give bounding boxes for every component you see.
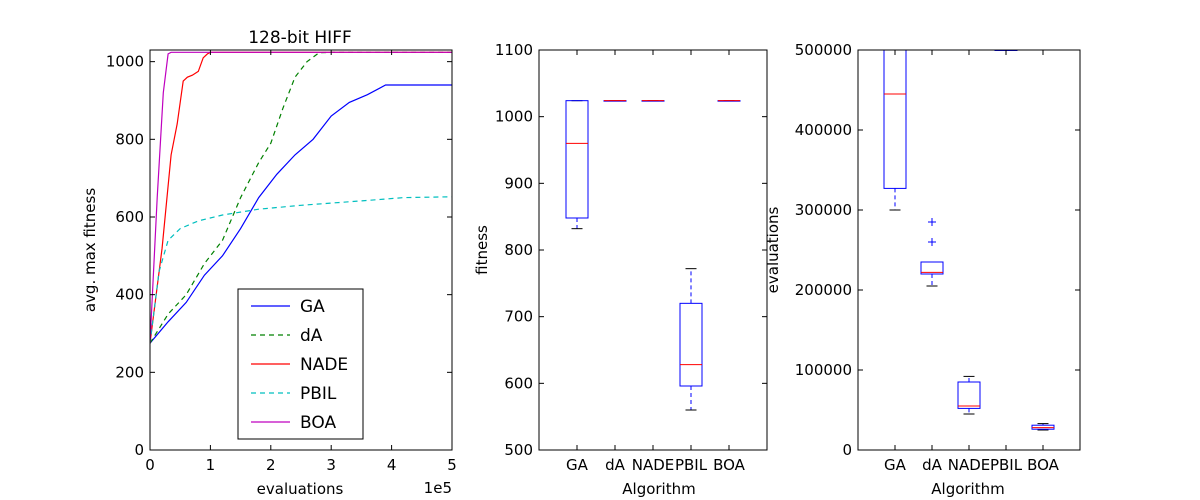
legend: GA dA NADE PBIL BOA (237, 288, 364, 440)
box-da (603, 100, 627, 102)
x-tick-label: 5 (447, 456, 457, 474)
y-tick-label: 1100 (495, 41, 533, 59)
series-line-pbil (150, 196, 452, 344)
legend-label-boa: BOA (300, 413, 336, 433)
evaluations-boxplot-panel: Algorithm evaluations GA dA NADE PBIL BOA 0 10… (764, 41, 1081, 498)
flier-marker (928, 238, 936, 246)
x-tick-label: dA (605, 456, 626, 474)
legend-label-da: dA (300, 326, 323, 346)
series-line-nade (150, 51, 452, 344)
box-body (957, 381, 981, 409)
series-line-boa (150, 51, 452, 344)
x-tick-label: BOA (1027, 456, 1060, 474)
x-tick-label: dA (922, 456, 943, 474)
x-tick-label: 1 (206, 456, 216, 474)
flier-marker (928, 218, 936, 226)
y-tick-label: 500000 (795, 41, 852, 59)
x-tick-label: NADE (632, 456, 675, 474)
legend-label-nade: NADE (300, 355, 348, 375)
y-axis-label: fitness (473, 225, 491, 275)
series-line-da (150, 51, 452, 344)
box-boa (717, 100, 741, 102)
y-tick-label: 400 (115, 286, 144, 304)
y-tick-label: 200 (115, 363, 144, 381)
box-body (920, 261, 944, 275)
x-axis-label: evaluations (257, 480, 344, 498)
series-line-ga (150, 84, 452, 344)
x-tick-label: PBIL (675, 456, 708, 474)
y-tick-label: 0 (134, 441, 144, 459)
box-nade (641, 100, 665, 102)
box-da (920, 218, 944, 287)
y-tick-label: 100000 (795, 361, 852, 379)
chart-title: 128-bit HIFF (248, 28, 352, 48)
legend-label-ga: GA (300, 297, 325, 317)
y-tick-label: 1000 (106, 53, 144, 71)
box-pbil (679, 268, 703, 411)
y-tick-label: 400000 (795, 121, 852, 139)
box-ga (565, 100, 589, 230)
y-tick-label: 0 (842, 441, 852, 459)
line-chart-panel: 128-bit HIFF evaluations 1e5 avg. max fi… (81, 28, 457, 498)
y-tick-label: 900 (504, 174, 533, 192)
x-tick-label: 0 (145, 456, 155, 474)
axes-frame (149, 49, 453, 451)
y-tick-label: 700 (504, 308, 533, 326)
y-tick-label: 300000 (795, 201, 852, 219)
y-tick-label: 600 (115, 208, 144, 226)
x-axis-offset-label: 1e5 (424, 479, 452, 497)
box-boa (1031, 423, 1055, 431)
x-tick-label: NADE (948, 456, 991, 474)
box-body (565, 100, 589, 219)
y-tick-label: 200000 (795, 281, 852, 299)
legend-label-pbil: PBIL (300, 384, 337, 404)
x-tick-label: PBIL (990, 456, 1023, 474)
fitness-boxplot-panel: Algorithm fitness GA dA NADE PBIL BOA 500 600 7… (473, 41, 768, 498)
x-tick-label: GA (566, 456, 589, 474)
x-tick-label: BOA (713, 456, 746, 474)
y-tick-label: 1000 (495, 108, 533, 126)
x-axis-label: Algorithm (931, 480, 1004, 498)
y-axis-label: evaluations (764, 206, 782, 293)
y-tick-label: 800 (504, 241, 533, 259)
y-axis-label: avg. max fitness (81, 188, 99, 312)
box-body (679, 302, 703, 387)
y-tick-label: 500 (504, 441, 533, 459)
x-tick-label: 4 (387, 456, 397, 474)
x-tick-label: 2 (266, 456, 276, 474)
x-tick-label: GA (884, 456, 907, 474)
x-axis-label: Algorithm (622, 480, 695, 498)
box-nade (957, 375, 981, 415)
y-tick-label: 800 (115, 130, 144, 148)
x-tick-label: 3 (326, 456, 336, 474)
y-tick-label: 600 (504, 374, 533, 392)
